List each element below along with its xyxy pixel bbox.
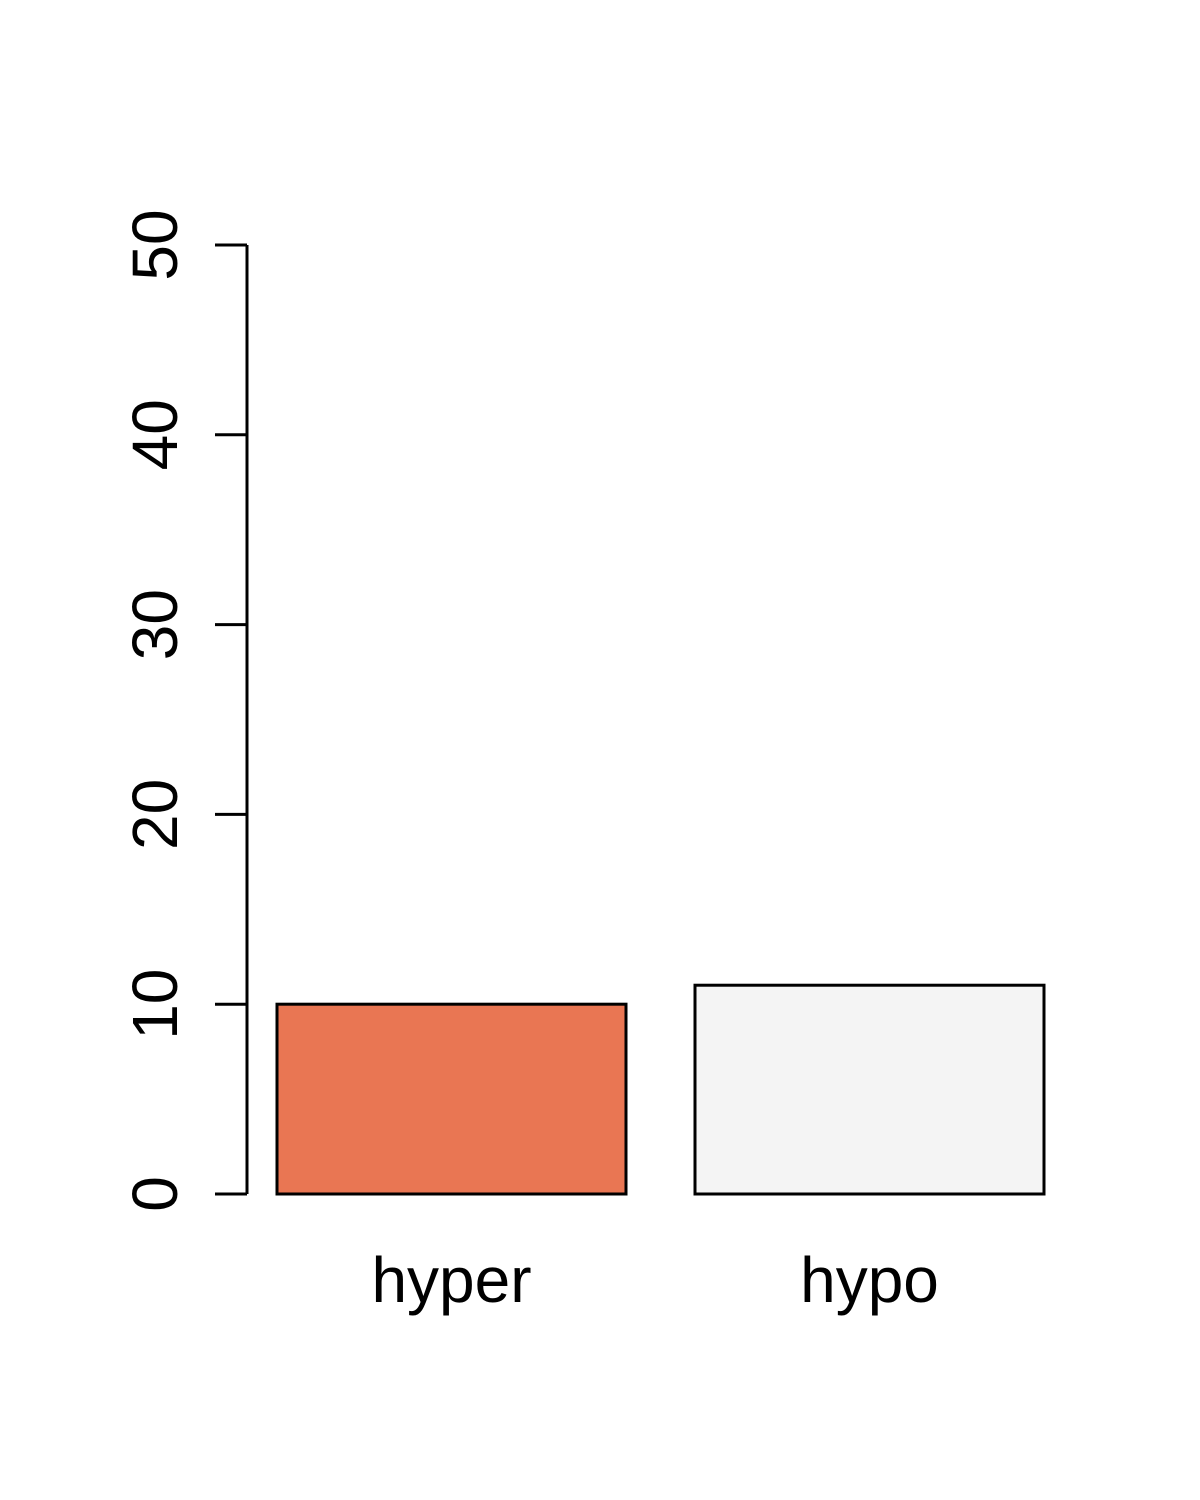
y-tick-label: 20 — [119, 779, 191, 850]
y-tick-label: 0 — [119, 1176, 191, 1212]
x-category-label: hyper — [371, 1244, 531, 1316]
bar-hyper — [275, 1002, 628, 1196]
y-tick-label: 50 — [119, 209, 191, 280]
y-axis-ticks: 0 10 20 30 40 50 — [119, 209, 247, 1212]
x-axis-category-labels: hyper hypo — [371, 1244, 938, 1316]
bar-hypo — [693, 983, 1046, 1196]
bars — [275, 983, 1046, 1196]
y-tick-label: 30 — [119, 589, 191, 660]
y-tick-label: 40 — [119, 399, 191, 470]
y-tick-label: 10 — [119, 969, 191, 1040]
x-category-label: hypo — [800, 1244, 939, 1316]
